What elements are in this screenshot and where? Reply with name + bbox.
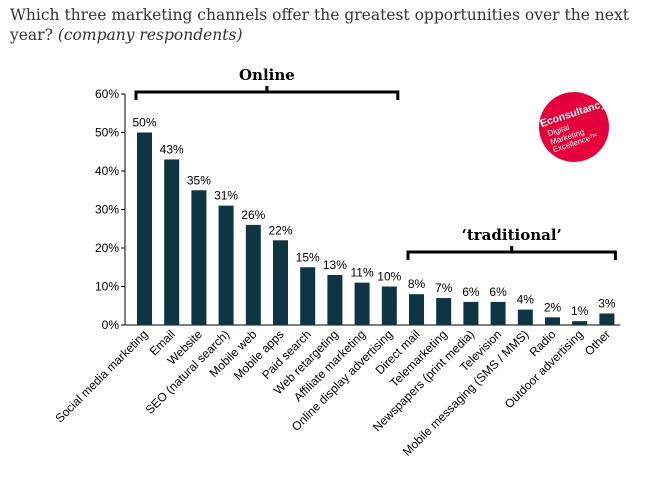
- bar: [572, 321, 588, 325]
- bar: [164, 159, 180, 325]
- annotation-label: Online: [239, 66, 295, 84]
- data-label: 10%: [377, 270, 401, 284]
- data-label: 7%: [435, 281, 453, 295]
- bar: [517, 309, 533, 325]
- data-label: 8%: [408, 277, 426, 291]
- title-text: Which three marketing channels offer the…: [10, 6, 629, 44]
- bar: [490, 301, 506, 325]
- data-label: 1%: [571, 304, 589, 318]
- chart-title: Which three marketing channels offer the…: [10, 5, 630, 45]
- bar: [354, 282, 370, 325]
- bar: [273, 240, 288, 325]
- bar: [137, 132, 152, 325]
- data-label: 6%: [462, 285, 480, 299]
- data-label: 13%: [323, 258, 347, 272]
- bar: [436, 298, 452, 325]
- x-category-label: Social media marketing: [53, 327, 151, 425]
- data-label: 35%: [187, 173, 211, 187]
- y-tick-label: 60%: [95, 87, 119, 101]
- bar: [381, 286, 397, 325]
- data-label: 26%: [241, 208, 265, 222]
- bar: [191, 190, 207, 325]
- bar: [409, 294, 424, 325]
- bar: [245, 224, 261, 325]
- y-tick-label: 50%: [95, 126, 119, 140]
- bar: [327, 274, 343, 325]
- data-label: 4%: [517, 293, 535, 307]
- data-label: 31%: [214, 189, 238, 203]
- y-tick-label: 30%: [95, 203, 119, 217]
- data-label: 6%: [489, 285, 507, 299]
- bar: [218, 205, 234, 325]
- y-tick-label: 20%: [95, 241, 119, 255]
- data-label: 22%: [268, 223, 292, 237]
- bar: [545, 317, 560, 325]
- data-label: 11%: [351, 266, 374, 280]
- data-label: 50%: [132, 116, 156, 130]
- annotation-label: ‘traditional’: [462, 226, 562, 244]
- bar: [463, 301, 479, 325]
- bar: [599, 313, 615, 325]
- bar: [300, 267, 316, 325]
- bracket-annotation: [406, 250, 617, 260]
- data-label: 2%: [544, 300, 562, 314]
- y-tick-label: 10%: [95, 280, 119, 294]
- data-label: 43%: [160, 142, 184, 156]
- bracket-annotation: [134, 90, 400, 100]
- subtitle-text: (company respondents): [57, 26, 243, 44]
- data-label: 15%: [296, 250, 320, 264]
- x-category-label: Other: [582, 327, 613, 358]
- data-label: 3%: [598, 296, 616, 310]
- y-tick-label: 0%: [102, 318, 120, 332]
- y-tick-label: 40%: [95, 164, 119, 178]
